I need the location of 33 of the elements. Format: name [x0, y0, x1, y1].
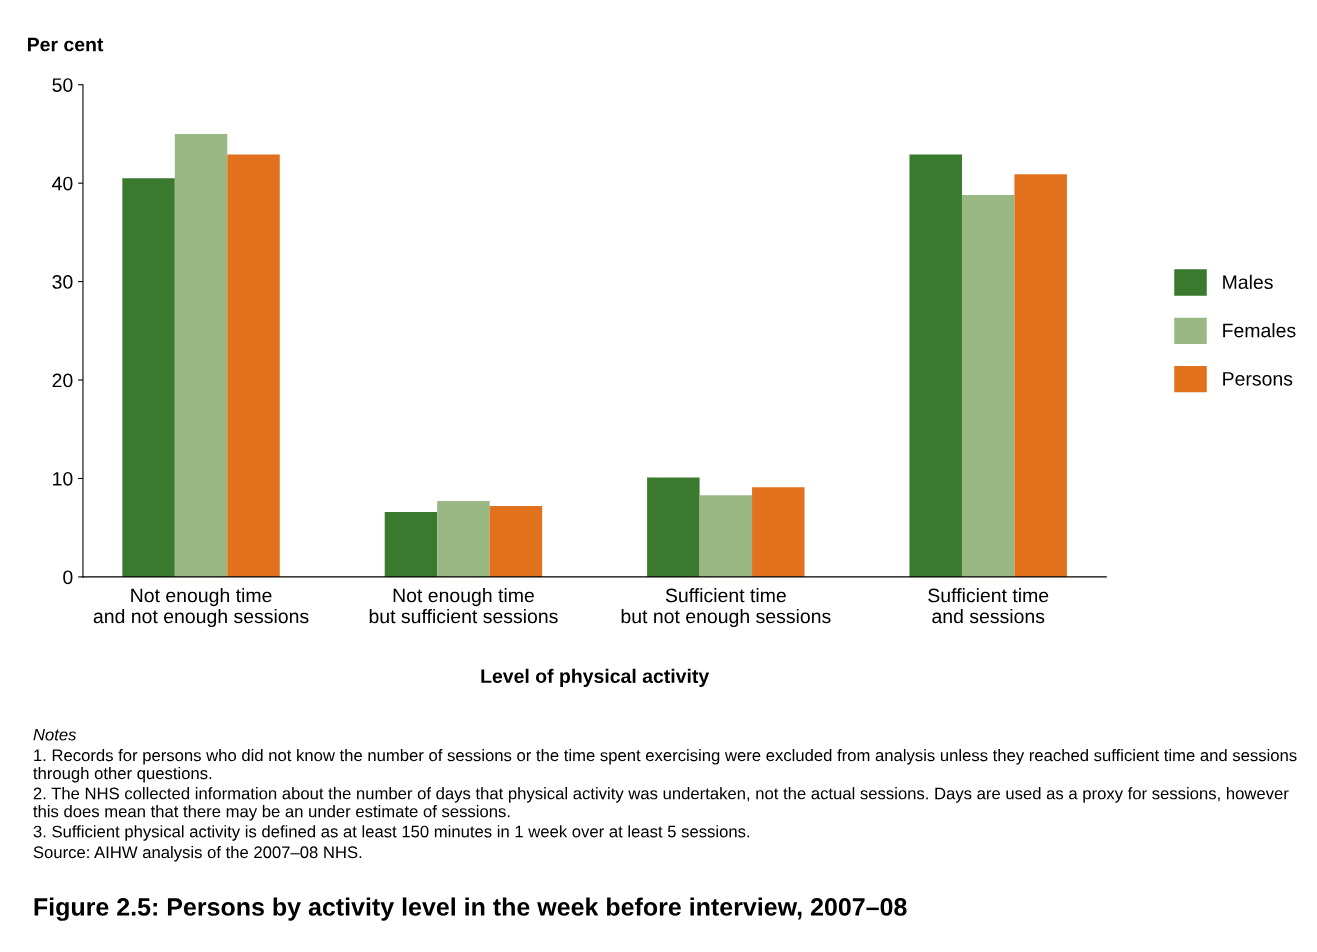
- y-axis-title: Per cent: [27, 37, 104, 52]
- bar: [699, 495, 753, 577]
- bar: [647, 477, 700, 577]
- x-tick-label: Not enough time and not enough sessions: [93, 588, 309, 628]
- y-tick-label: 40: [52, 176, 73, 191]
- bar: [961, 194, 1015, 577]
- legend-label: Persons: [1223, 372, 1293, 386]
- x-tick-label: Sufficient time and sessions: [928, 588, 1049, 624]
- legend-label: Males: [1223, 274, 1273, 290]
- text: Figure 2.5: Persons by activity level in the week before interview, 2007–08: [34, 897, 907, 921]
- y-tick-label: 10: [53, 471, 73, 486]
- y-tick-label: 0: [63, 570, 73, 585]
- y-tick-label: 30: [52, 275, 73, 289]
- bar: [174, 133, 228, 577]
- bar: [122, 178, 175, 577]
- source-note: Source: AIHW analysis of the 2007–08 NHS.: [33, 845, 362, 862]
- y-tick-label: 50: [52, 78, 73, 92]
- text: 3. Sufficient physical activity is defined as at least 150 minutes in 1 week over at least 5 sessions.: [33, 825, 750, 841]
- text: Notes: [33, 728, 77, 741]
- bar: [227, 154, 280, 577]
- bar: [489, 506, 543, 577]
- bar: [1014, 174, 1067, 577]
- x-tick-label: Sufficient time but not enough sessions: [621, 588, 831, 628]
- bar: [909, 154, 962, 577]
- text: 1. Records for persons who did not know the number of sessions or the time spent exercising were excluded from analysis unless they reached sufficient time and sessions through other questions.: [33, 748, 1297, 783]
- bar: [437, 501, 490, 577]
- bar: [384, 511, 438, 577]
- text: 2. The NHS collected information about the number of days that physical activity was undertaken, not the actual sessions. Days are used as a proxy for sessions, however this does mean that there may be an under estimate of sessions.: [33, 787, 1289, 821]
- legend-label: Females: [1223, 323, 1296, 338]
- bar: [752, 487, 805, 577]
- x-axis-title: Level of physical activity: [481, 668, 710, 687]
- y-tick-label: 20: [52, 373, 73, 388]
- x-tick-label: Not enough time but sufficient sessions: [369, 588, 558, 624]
